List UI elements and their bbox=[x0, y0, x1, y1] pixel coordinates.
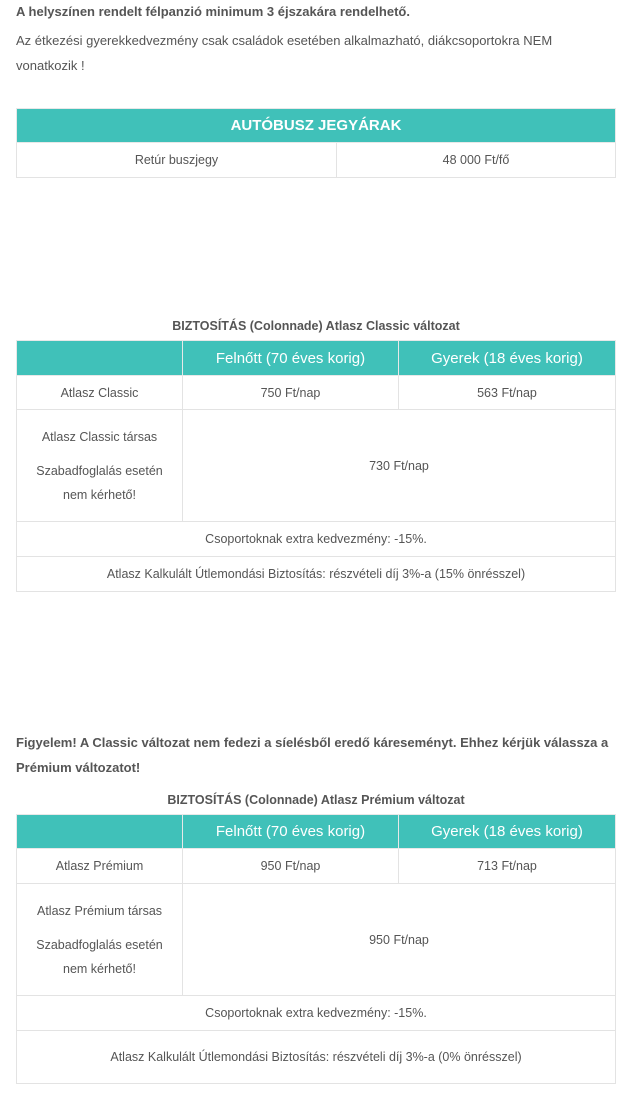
cell: 563 Ft/nap bbox=[398, 375, 616, 410]
note: Szabadfoglalás esetén nem kérhető! bbox=[36, 937, 163, 976]
cell: 950 Ft/nap bbox=[182, 883, 616, 996]
premium-insurance-table: Felnőtt (70 éves korig) Gyerek (18 éves k… bbox=[16, 814, 616, 1084]
table-row: Atlasz Kalkulált Útlemondási Biztosítás:… bbox=[16, 1030, 616, 1084]
table-row: Atlasz Classic társas Szabadfoglalás eset… bbox=[16, 409, 616, 522]
table-row: Retúr buszjegy 48 000 Ft/fő bbox=[16, 142, 616, 178]
warning-text: Figyelem! A Classic változat nem fedezi … bbox=[16, 735, 609, 775]
header-cell: Gyerek (18 éves korig) bbox=[398, 814, 616, 849]
header-cell: Gyerek (18 éves korig) bbox=[398, 340, 616, 376]
table-row: Atlasz Kalkulált Útlemondási Biztosítás:… bbox=[16, 556, 616, 592]
table-row: Atlasz Classic 750 Ft/nap 563 Ft/nap bbox=[16, 375, 616, 410]
table-row: Atlasz Prémium társas Szabadfoglalás eset… bbox=[16, 883, 616, 996]
header-cell: Felnőtt (70 éves korig) bbox=[182, 340, 399, 376]
cell: Atlasz Classic társas Szabadfoglalás eset… bbox=[16, 409, 183, 522]
cell: 750 Ft/nap bbox=[182, 375, 399, 410]
intro-line-1: A helyszínen rendelt félpanzió minimum 3… bbox=[16, 4, 410, 19]
cell: Atlasz Prémium bbox=[16, 848, 183, 884]
table-row: Atlasz Prémium 950 Ft/nap 713 Ft/nap bbox=[16, 848, 616, 884]
header-cell bbox=[16, 814, 183, 849]
intro-line-2: Az étkezési gyerekkedvezmény csak család… bbox=[16, 33, 553, 73]
bus-table-title: AUTÓBUSZ JEGYÁRAK bbox=[16, 108, 616, 143]
note: Szabadfoglalás esetén nem kérhető! bbox=[36, 463, 163, 502]
cell: Atlasz Classic bbox=[16, 375, 183, 410]
cell: 48 000 Ft/fő bbox=[336, 142, 616, 178]
table-row: Csoportoknak extra kedvezmény: -15%. bbox=[16, 995, 616, 1031]
premium-title: BIZTOSÍTÁS (Colonnade) Atlasz Prémium vá… bbox=[167, 793, 465, 807]
label: Atlasz Classic társas bbox=[41, 429, 158, 444]
cell: Csoportoknak extra kedvezmény: -15%. bbox=[16, 995, 616, 1031]
cell: Atlasz Kalkulált Útlemondási Biztosítás:… bbox=[16, 1030, 616, 1084]
header-cell bbox=[16, 340, 183, 376]
header-cell: Felnőtt (70 éves korig) bbox=[182, 814, 399, 849]
cell: Retúr buszjegy bbox=[16, 142, 337, 178]
classic-title: BIZTOSÍTÁS (Colonnade) Atlasz Classic vá… bbox=[172, 319, 460, 333]
bus-price-table: AUTÓBUSZ JEGYÁRAK Retúr buszjegy 48 000 F… bbox=[16, 108, 616, 178]
label: Atlasz Prémium társas bbox=[36, 903, 163, 918]
cell: 730 Ft/nap bbox=[182, 409, 616, 522]
table-row: Csoportoknak extra kedvezmény: -15%. bbox=[16, 521, 616, 557]
cell: Atlasz Prémium társas Szabadfoglalás eset… bbox=[16, 883, 183, 996]
cell: 950 Ft/nap bbox=[182, 848, 399, 884]
cell: Atlasz Kalkulált Útlemondási Biztosítás:… bbox=[16, 556, 616, 592]
cell: 713 Ft/nap bbox=[398, 848, 616, 884]
cell: Csoportoknak extra kedvezmény: -15%. bbox=[16, 521, 616, 557]
classic-insurance-table: Felnőtt (70 éves korig) Gyerek (18 éves k… bbox=[16, 340, 616, 592]
